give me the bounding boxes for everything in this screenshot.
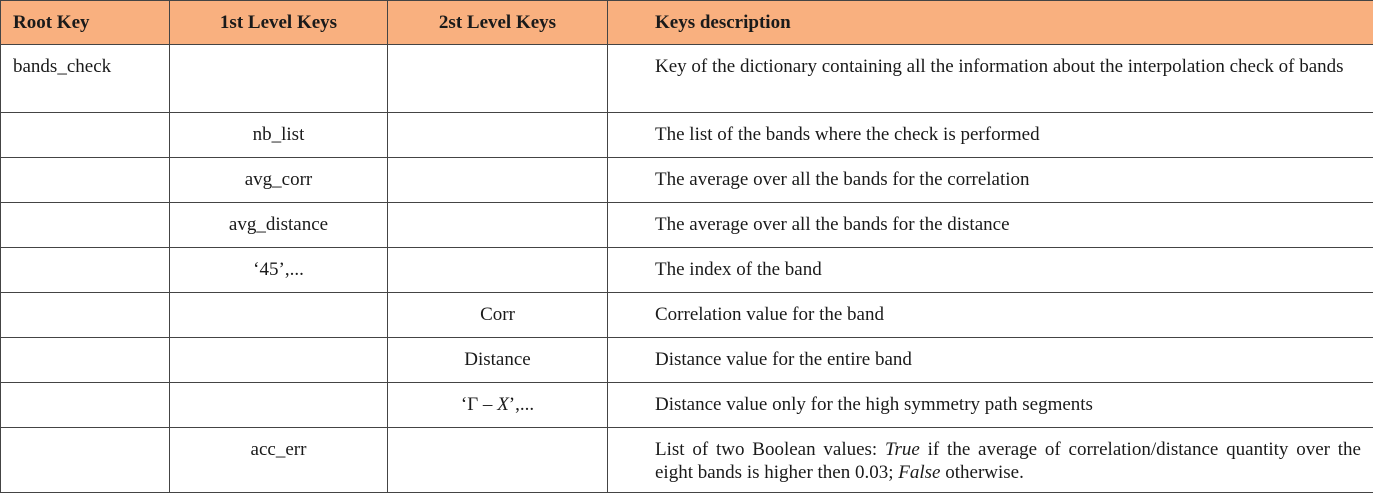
level2-key-cell	[387, 157, 608, 203]
level1-key-cell: avg_distance	[169, 202, 388, 248]
table-row: ‘Γ – X’,... Distance value only for the …	[0, 382, 1373, 428]
description-cell: Distance value for the entire band	[607, 337, 1373, 383]
root-key-cell	[0, 382, 170, 428]
root-key-cell	[0, 337, 170, 383]
root-key-cell	[0, 292, 170, 338]
level2-key-cell: Corr	[387, 292, 608, 338]
level1-key-cell	[169, 337, 388, 383]
level1-key-cell: avg_corr	[169, 157, 388, 203]
level2-key-cell	[387, 44, 608, 113]
level2-key-cell	[387, 112, 608, 158]
header-2st-level-keys: 2st Level Keys	[387, 0, 608, 45]
description-cell: The average over all the bands for the d…	[607, 202, 1373, 248]
root-key-cell	[0, 427, 170, 493]
table-row: ‘45’,... The index of the band	[0, 247, 1373, 293]
level2-key-cell	[387, 427, 608, 493]
root-key-cell	[0, 157, 170, 203]
description-cell: Key of the dictionary containing all the…	[607, 44, 1373, 113]
level1-key-cell: acc_err	[169, 427, 388, 493]
level2-key-cell	[387, 247, 608, 293]
description-false-term: False	[898, 462, 941, 483]
table-row: Corr Correlation value for the band	[0, 292, 1373, 338]
level2-key-cell	[387, 202, 608, 248]
level2-key-cell: Distance	[387, 337, 608, 383]
table-row: Distance Distance value for the entire b…	[0, 337, 1373, 383]
level1-key-cell	[169, 382, 388, 428]
level2-key-italic: X	[497, 394, 509, 415]
description-part: otherwise.	[940, 462, 1024, 483]
header-1st-level-keys: 1st Level Keys	[169, 0, 388, 45]
table-row: nb_list The list of the bands where the …	[0, 112, 1373, 158]
description-cell: Distance value only for the high symmetr…	[607, 382, 1373, 428]
header-root-key: Root Key	[0, 0, 170, 45]
table-row: avg_distance The average over all the ba…	[0, 202, 1373, 248]
table-row: avg_corr The average over all the bands …	[0, 157, 1373, 203]
description-cell: The average over all the bands for the c…	[607, 157, 1373, 203]
table-header: Root Key 1st Level Keys 2st Level Keys K…	[0, 0, 1373, 45]
description-cell: List of two Boolean values: True if the …	[607, 427, 1373, 493]
level2-key-suffix: ’,...	[508, 394, 535, 415]
level1-key-cell: nb_list	[169, 112, 388, 158]
level2-key-prefix: ‘Γ –	[460, 394, 498, 415]
level1-key-cell: ‘45’,...	[169, 247, 388, 293]
table-row: bands_check Key of the dictionary contai…	[0, 44, 1373, 113]
description-part: if the average of correlation/distance q…	[655, 439, 1361, 483]
header-keys-description: Keys description	[607, 0, 1373, 45]
level2-key-cell: ‘Γ – X’,...	[387, 382, 608, 428]
root-key-cell	[0, 202, 170, 248]
description-cell: Correlation value for the band	[607, 292, 1373, 338]
description-part: List of two Boolean values:	[655, 439, 885, 460]
root-key-cell: bands_check	[0, 44, 170, 113]
description-cell: The list of the bands where the check is…	[607, 112, 1373, 158]
table-row: acc_err List of two Boolean values: True…	[0, 427, 1373, 493]
root-key-cell	[0, 112, 170, 158]
description-true-term: True	[885, 439, 920, 460]
description-cell: The index of the band	[607, 247, 1373, 293]
header-row: Root Key 1st Level Keys 2st Level Keys K…	[0, 0, 1373, 45]
root-key-cell	[0, 247, 170, 293]
level1-key-cell	[169, 292, 388, 338]
level1-key-cell	[169, 44, 388, 113]
table-body: bands_check Key of the dictionary contai…	[0, 44, 1373, 493]
